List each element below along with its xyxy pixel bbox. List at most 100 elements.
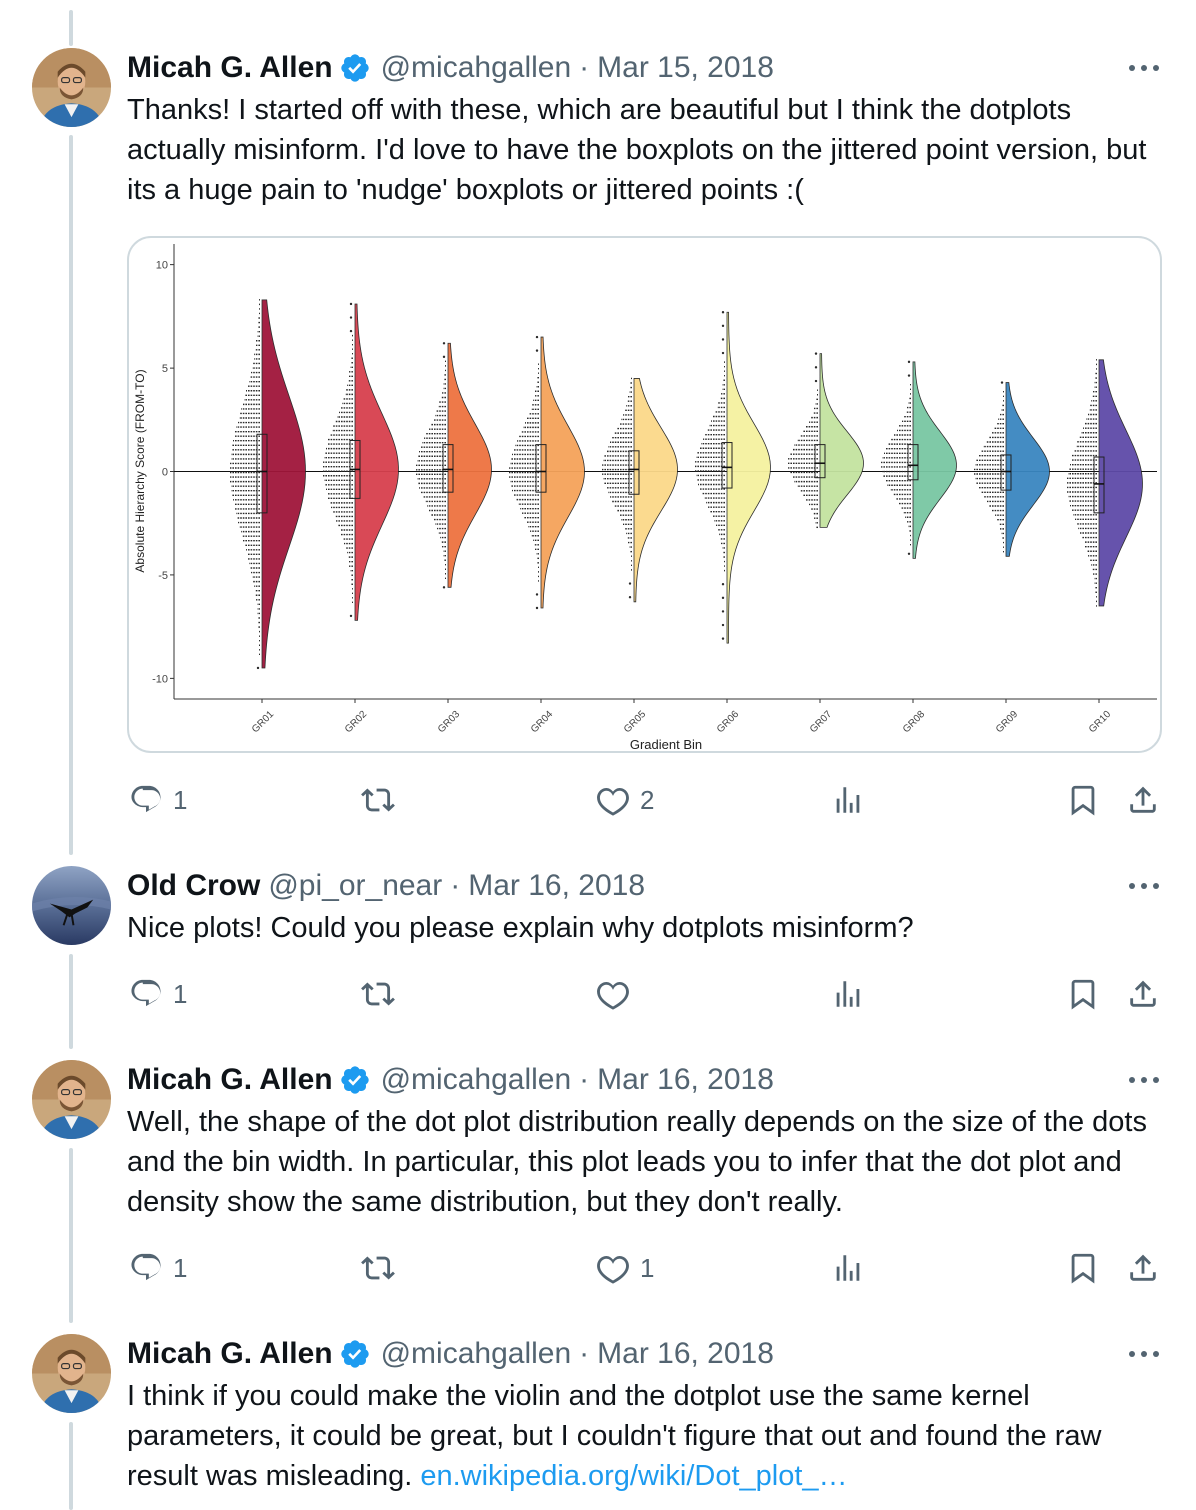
avatar-micah[interactable] xyxy=(32,1060,111,1139)
boxplot-gr05 xyxy=(628,450,640,495)
tweet-actions: 1 2 xyxy=(127,778,1162,822)
author-name[interactable]: Micah G. Allen xyxy=(127,1063,333,1096)
author-name[interactable]: Micah G. Allen xyxy=(127,51,333,84)
x-tick-label: GR04 xyxy=(529,709,556,736)
share-icon xyxy=(1130,980,1156,1007)
dotplot-point xyxy=(907,360,911,364)
dotplot-point xyxy=(1000,381,1004,384)
tweet-date[interactable]: Mar 16, 2018 xyxy=(468,869,646,902)
more-options-icon[interactable] xyxy=(1124,48,1160,88)
boxplot-gr06 xyxy=(721,442,733,489)
reply-count: 1 xyxy=(173,978,188,1009)
bookmark-icon xyxy=(1071,1253,1095,1284)
heart-icon xyxy=(597,981,629,1010)
x-tick-label: GR03 xyxy=(436,709,463,736)
dotplot-point xyxy=(535,349,539,352)
tweet[interactable]: Old Crow @pi_or_near · Mar 16, 2018 Nice… xyxy=(0,850,1196,1050)
bookmark-button[interactable] xyxy=(1066,1246,1100,1290)
bookmark-icon xyxy=(1071,979,1095,1010)
like-button[interactable]: 2 xyxy=(596,778,654,822)
bookmark-button[interactable] xyxy=(1066,972,1100,1016)
dotplot-point xyxy=(721,338,725,341)
retweet-icon xyxy=(361,982,395,1006)
dotplot-point xyxy=(535,606,539,610)
retweet-button[interactable] xyxy=(361,1246,395,1290)
dotplot-point xyxy=(535,593,539,596)
boxplot-gr08 xyxy=(907,444,919,481)
views-chart-icon xyxy=(836,981,860,1007)
share-icon xyxy=(1130,1254,1156,1281)
reply-button[interactable]: 1 xyxy=(129,972,187,1016)
tweet[interactable]: Micah G. Allen @micahgallen · Mar 16, 20… xyxy=(0,1044,1196,1324)
views-button[interactable] xyxy=(831,1246,865,1290)
thread-line-4 xyxy=(69,1422,73,1510)
boxplot-gr10 xyxy=(1093,456,1105,514)
tweet-text: Nice plots! Could you please explain why… xyxy=(127,912,914,944)
reply-icon xyxy=(131,979,161,1007)
boxplot-gr04 xyxy=(535,444,547,493)
heart-icon xyxy=(597,787,629,816)
boxplot-gr07 xyxy=(814,444,826,479)
x-tick-label: GR10 xyxy=(1087,709,1114,736)
tweet[interactable]: Micah G. Allen @micahgallen · Mar 16, 20… xyxy=(0,1318,1196,1510)
dotplot-point xyxy=(349,316,353,319)
tweet[interactable]: Micah G. Allen @micahgallen · Mar 15, 20… xyxy=(0,0,1196,850)
bookmark-button[interactable] xyxy=(1066,778,1100,822)
author-name[interactable]: Micah G. Allen xyxy=(127,1337,333,1370)
violin-gr03 xyxy=(447,342,492,588)
more-options-icon[interactable] xyxy=(1124,1060,1160,1100)
share-icon xyxy=(1130,786,1156,813)
dotplot-point xyxy=(721,311,725,314)
x-tick-label: GR01 xyxy=(250,709,277,736)
more-options-icon[interactable] xyxy=(1124,866,1160,906)
like-count: 2 xyxy=(640,784,655,815)
reply-button[interactable]: 1 xyxy=(129,1246,187,1290)
tweet-date[interactable]: Mar 16, 2018 xyxy=(597,1337,774,1370)
author-handle[interactable]: @pi_or_near xyxy=(268,869,443,902)
dotplot-point xyxy=(907,552,911,555)
author-handle[interactable]: @micahgallen xyxy=(380,1063,572,1096)
avatar-micah[interactable] xyxy=(32,1334,111,1413)
reply-icon xyxy=(131,785,161,813)
dotplot-point xyxy=(721,623,725,627)
violin-dotplot-chart: 10 5 0 -5 -10 GR01 GR02 GR03 GR04 GR05 GR06 GR07 GR0… xyxy=(133,244,1157,751)
thread-line-3 xyxy=(69,1148,73,1323)
views-button[interactable] xyxy=(831,972,865,1016)
x-tick-label: GR05 xyxy=(622,709,649,736)
tweet-text: I think if you could make the violin and… xyxy=(127,1380,1102,1492)
share-button[interactable] xyxy=(1126,778,1160,822)
x-tick-label: GR08 xyxy=(901,709,928,736)
dotplot-point xyxy=(442,342,446,345)
dotplot-point xyxy=(349,302,353,306)
reply-button[interactable]: 1 xyxy=(129,778,187,822)
like-button[interactable] xyxy=(596,972,630,1016)
like-button[interactable]: 1 xyxy=(596,1246,654,1290)
tweet-media-chart[interactable]: 10 5 0 -5 -10 GR01 GR02 GR03 GR04 GR05 GR06 GR07 GR0… xyxy=(127,236,1162,753)
share-button[interactable] xyxy=(1126,1246,1160,1290)
retweet-button[interactable] xyxy=(361,778,395,822)
dotplot-point xyxy=(721,351,725,355)
tweet-date[interactable]: Mar 16, 2018 xyxy=(597,1063,774,1096)
thread-line-2 xyxy=(69,954,73,1049)
x-axis-label: Gradient Bin xyxy=(630,737,702,751)
dotplot-point xyxy=(628,582,632,585)
reply-count: 1 xyxy=(173,784,188,815)
tweet-date[interactable]: Mar 15, 2018 xyxy=(597,51,774,84)
dotplot-point xyxy=(442,355,446,359)
retweet-button[interactable] xyxy=(361,972,395,1016)
violin-gr01 xyxy=(261,299,306,669)
avatar-old-crow[interactable] xyxy=(32,866,111,945)
avatar-micah[interactable] xyxy=(32,48,111,127)
author-name[interactable]: Old Crow xyxy=(127,869,261,902)
verified-badge-icon xyxy=(340,1066,369,1094)
share-button[interactable] xyxy=(1126,972,1160,1016)
author-handle[interactable]: @micahgallen xyxy=(380,1337,572,1370)
x-tick-label: GR09 xyxy=(994,709,1021,736)
views-button[interactable] xyxy=(831,778,865,822)
violin-gr04 xyxy=(540,336,585,609)
author-handle[interactable]: @micahgallen xyxy=(380,51,572,84)
wikipedia-link[interactable]: en.wikipedia.org/wiki/Dot_plot_… xyxy=(420,1460,848,1492)
separator: · xyxy=(450,869,461,902)
dotplot-point xyxy=(721,324,725,328)
more-options-icon[interactable] xyxy=(1124,1334,1160,1374)
